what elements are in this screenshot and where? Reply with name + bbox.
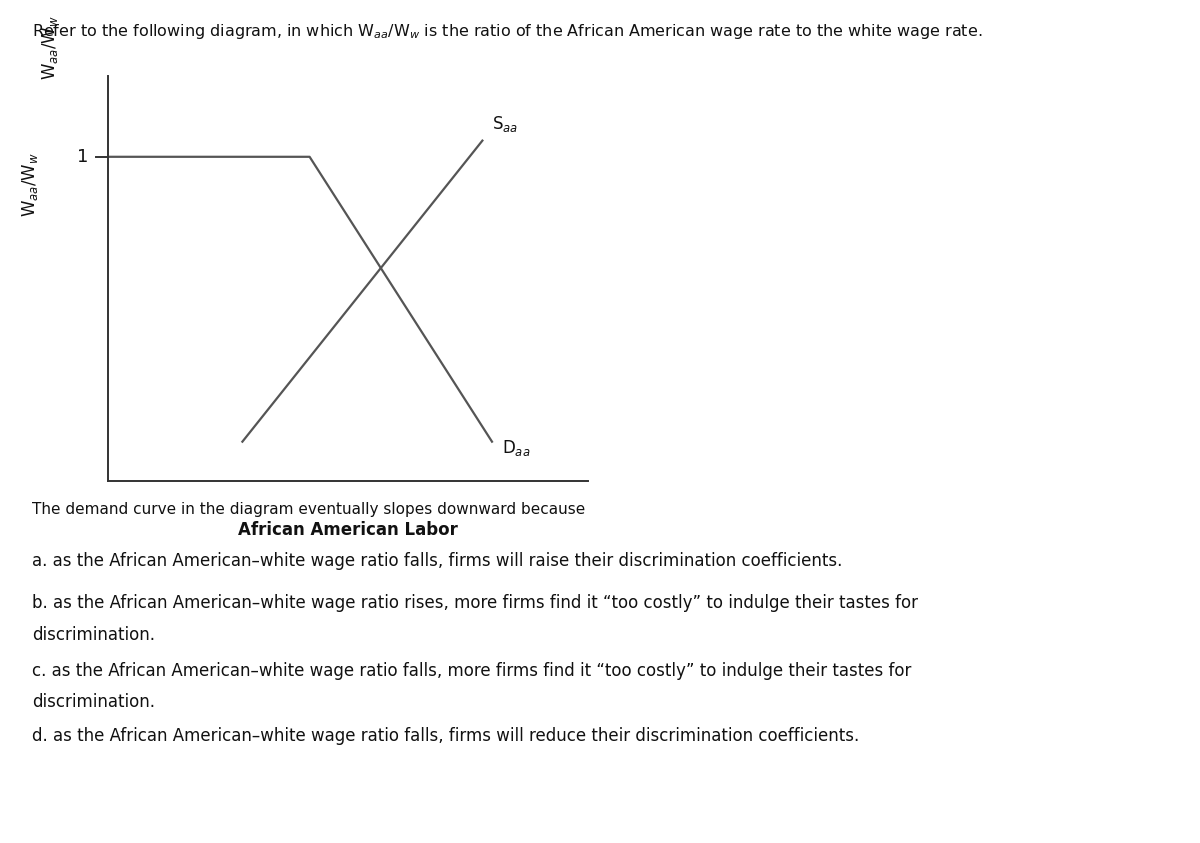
Text: d. as the African American–white wage ratio falls, firms will reduce their discr: d. as the African American–white wage ra… bbox=[32, 727, 859, 744]
Text: b. as the African American–white wage ratio rises, more firms find it “too costl: b. as the African American–white wage ra… bbox=[32, 594, 918, 612]
Text: a. as the African American–white wage ratio falls, firms will raise their discri: a. as the African American–white wage ra… bbox=[32, 552, 842, 570]
Text: S$_{aa}$: S$_{aa}$ bbox=[492, 114, 518, 134]
Text: W$_{aa}$/W$_w$: W$_{aa}$/W$_w$ bbox=[20, 152, 40, 217]
Text: The demand curve in the diagram eventually slopes downward because: The demand curve in the diagram eventual… bbox=[32, 502, 586, 517]
Text: W$_{aa}$/W$_w$: W$_{aa}$/W$_w$ bbox=[41, 15, 60, 80]
Text: Refer to the following diagram, in which W$_{aa}$/W$_w$ is the ratio of the Afri: Refer to the following diagram, in which… bbox=[32, 22, 983, 41]
Text: c. as the African American–white wage ratio falls, more firms find it “too costl: c. as the African American–white wage ra… bbox=[32, 662, 912, 679]
Text: D$_{aa}$: D$_{aa}$ bbox=[502, 438, 530, 458]
Text: 1: 1 bbox=[78, 148, 89, 166]
Text: discrimination.: discrimination. bbox=[32, 626, 156, 643]
Text: discrimination.: discrimination. bbox=[32, 693, 156, 711]
Text: African American Labor: African American Labor bbox=[238, 521, 458, 539]
